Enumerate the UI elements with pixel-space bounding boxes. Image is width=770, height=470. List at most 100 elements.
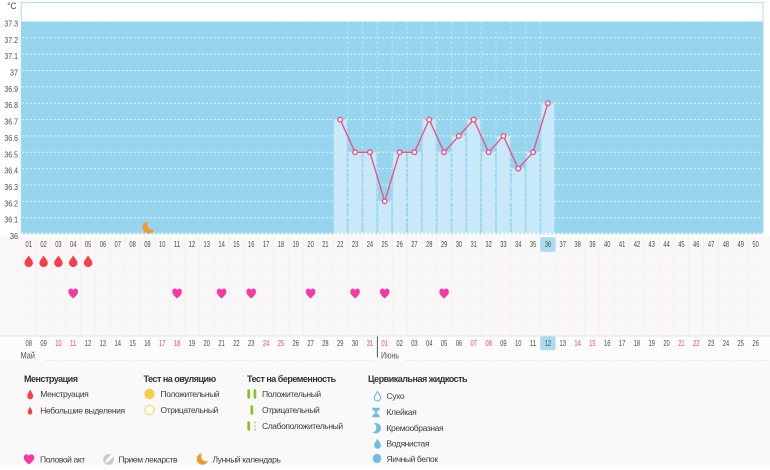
svg-text:26: 26 <box>293 338 300 348</box>
svg-text:16: 16 <box>248 239 255 249</box>
svg-text:Июнь: Июнь <box>381 351 399 361</box>
svg-text:36: 36 <box>10 231 18 241</box>
svg-text:37: 37 <box>560 239 567 249</box>
svg-text:°C: °C <box>7 1 17 11</box>
svg-text:Слабоположительный: Слабоположительный <box>262 421 343 431</box>
svg-text:Сухо: Сухо <box>387 391 405 401</box>
svg-text:03: 03 <box>55 239 62 249</box>
svg-text:09: 09 <box>40 338 47 348</box>
svg-text:06: 06 <box>456 338 463 348</box>
svg-text:24: 24 <box>723 338 730 348</box>
svg-text:37.2: 37.2 <box>4 35 18 45</box>
svg-text:07: 07 <box>471 338 478 348</box>
svg-text:Кремообразная: Кремообразная <box>387 423 444 433</box>
svg-text:37: 37 <box>10 68 18 78</box>
svg-text:18: 18 <box>174 338 181 348</box>
svg-text:31: 31 <box>367 338 374 348</box>
svg-text:Менструация: Менструация <box>24 374 78 384</box>
svg-text:17: 17 <box>619 338 626 348</box>
svg-text:14: 14 <box>218 239 225 249</box>
svg-text:36.6: 36.6 <box>4 133 18 143</box>
svg-text:15: 15 <box>233 239 240 249</box>
svg-text:37.3: 37.3 <box>4 19 18 29</box>
svg-text:44: 44 <box>663 239 670 249</box>
svg-text:18: 18 <box>278 239 285 249</box>
svg-text:17: 17 <box>159 338 166 348</box>
svg-text:05: 05 <box>85 239 92 249</box>
svg-text:24: 24 <box>263 338 270 348</box>
svg-text:39: 39 <box>589 239 596 249</box>
svg-text:50: 50 <box>752 239 759 249</box>
svg-text:Яичный белок: Яичный белок <box>387 454 439 464</box>
svg-text:Прием лекарств: Прием лекарств <box>119 454 179 464</box>
svg-text:13: 13 <box>204 239 211 249</box>
svg-text:34: 34 <box>515 239 522 249</box>
svg-text:29: 29 <box>337 338 344 348</box>
svg-text:Положительный: Положительный <box>262 389 321 399</box>
svg-text:36.2: 36.2 <box>4 198 18 208</box>
svg-text:25: 25 <box>278 338 285 348</box>
svg-text:25: 25 <box>382 239 389 249</box>
svg-text:08: 08 <box>485 338 492 348</box>
svg-text:20: 20 <box>204 338 211 348</box>
svg-text:33: 33 <box>500 239 507 249</box>
svg-text:46: 46 <box>693 239 700 249</box>
svg-text:38: 38 <box>574 239 581 249</box>
svg-text:21: 21 <box>322 239 329 249</box>
svg-text:11: 11 <box>70 338 77 348</box>
svg-text:Цервикальная жидкость: Цервикальная жидкость <box>368 374 468 384</box>
svg-text:06: 06 <box>100 239 107 249</box>
svg-text:23: 23 <box>248 338 255 348</box>
svg-text:07: 07 <box>115 239 122 249</box>
svg-text:01: 01 <box>26 239 33 249</box>
svg-text:04: 04 <box>70 239 77 249</box>
svg-text:40: 40 <box>604 239 611 249</box>
svg-text:22: 22 <box>693 338 700 348</box>
svg-text:17: 17 <box>263 239 270 249</box>
svg-text:13: 13 <box>100 338 107 348</box>
svg-text:10: 10 <box>159 239 166 249</box>
svg-text:28: 28 <box>322 338 329 348</box>
svg-text:02: 02 <box>396 338 403 348</box>
svg-text:15: 15 <box>589 338 596 348</box>
svg-text:45: 45 <box>678 239 685 249</box>
svg-text:Положительный: Положительный <box>161 389 220 399</box>
svg-text:04: 04 <box>426 338 433 348</box>
svg-text:36.7: 36.7 <box>4 117 18 127</box>
svg-text:02: 02 <box>40 239 47 249</box>
svg-text:16: 16 <box>144 338 151 348</box>
svg-text:03: 03 <box>411 338 418 348</box>
svg-text:08: 08 <box>26 338 33 348</box>
svg-text:47: 47 <box>708 239 715 249</box>
svg-text:43: 43 <box>649 239 656 249</box>
svg-text:27: 27 <box>307 338 314 348</box>
svg-text:11: 11 <box>174 239 181 249</box>
svg-text:10: 10 <box>515 338 522 348</box>
svg-text:20: 20 <box>663 338 670 348</box>
svg-text:21: 21 <box>218 338 225 348</box>
svg-text:Тест на овуляцию: Тест на овуляцию <box>144 374 217 384</box>
svg-text:09: 09 <box>144 239 151 249</box>
svg-text:14: 14 <box>574 338 581 348</box>
svg-text:26: 26 <box>396 239 403 249</box>
svg-text:16: 16 <box>604 338 611 348</box>
svg-text:25: 25 <box>738 338 745 348</box>
svg-text:23: 23 <box>708 338 715 348</box>
svg-text:24: 24 <box>367 239 374 249</box>
svg-text:13: 13 <box>560 338 567 348</box>
svg-text:Май: Май <box>21 351 36 361</box>
svg-text:12: 12 <box>545 338 552 348</box>
svg-text:20: 20 <box>307 239 314 249</box>
svg-text:36.9: 36.9 <box>4 84 18 94</box>
svg-text:30: 30 <box>352 338 359 348</box>
svg-text:36: 36 <box>545 239 552 249</box>
svg-text:15: 15 <box>129 338 136 348</box>
svg-text:18: 18 <box>634 338 641 348</box>
svg-text:Клейкая: Клейкая <box>387 407 418 417</box>
svg-text:36.8: 36.8 <box>4 100 18 110</box>
svg-text:01: 01 <box>382 338 389 348</box>
svg-text:48: 48 <box>723 239 730 249</box>
svg-text:Водянистая: Водянистая <box>387 439 430 449</box>
svg-text:31: 31 <box>471 239 478 249</box>
svg-text:Отрицательный: Отрицательный <box>262 405 320 415</box>
